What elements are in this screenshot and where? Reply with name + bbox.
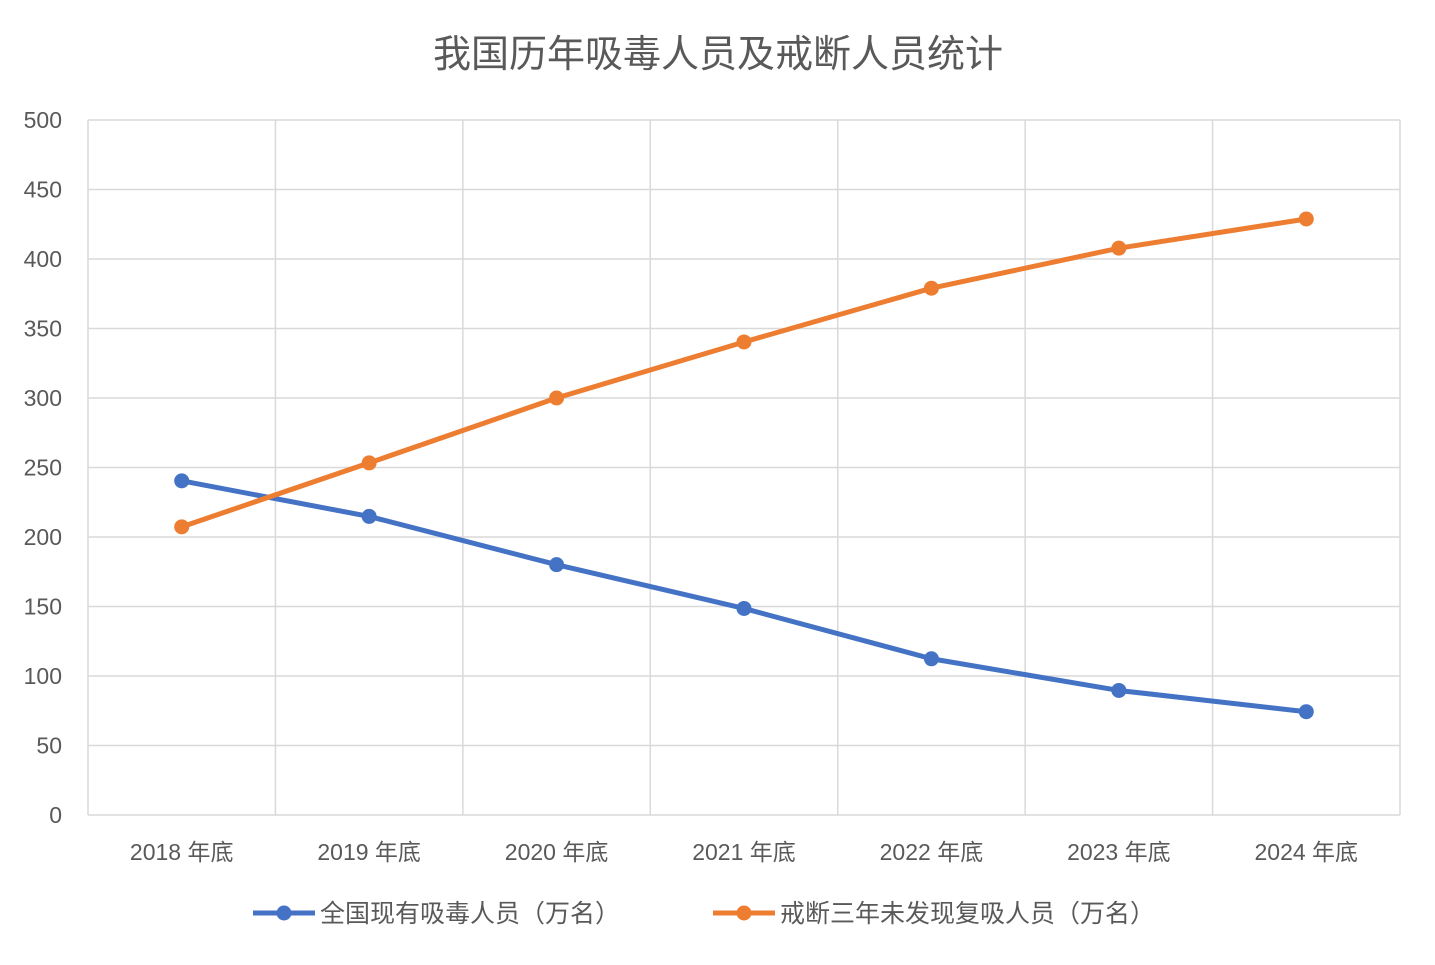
x-tick-label: 2021 年底 [692, 839, 796, 865]
series-lines [174, 211, 1314, 720]
y-tick-label: 100 [24, 663, 62, 689]
x-tick-label: 2020 年底 [505, 839, 609, 865]
data-point [1298, 704, 1314, 720]
x-axis: 2018 年底 2019 年底 2020 年底 2021 年底 2022 年底 2023 … [130, 839, 1358, 865]
y-tick-label: 300 [24, 385, 62, 411]
y-tick-label: 500 [24, 107, 62, 133]
legend: 全国现有吸毒人员（万名） 戒断三年未发现复吸人员（万名） [253, 900, 1155, 928]
data-point [174, 473, 190, 489]
y-tick-label: 150 [24, 594, 62, 620]
data-point [1298, 211, 1314, 227]
y-tick-label: 400 [24, 246, 62, 272]
y-tick-label: 450 [24, 177, 62, 203]
data-point [736, 600, 752, 616]
y-tick-label: 250 [24, 455, 62, 481]
data-point [549, 557, 565, 573]
data-point [1111, 240, 1127, 256]
legend-marker-1 [736, 905, 752, 921]
legend-label-1: 戒断三年未发现复吸人员（万名） [780, 900, 1155, 928]
data-point [736, 334, 752, 350]
data-point [361, 508, 377, 524]
data-point [361, 455, 377, 471]
data-point [923, 651, 939, 667]
data-point [923, 280, 939, 296]
data-point [174, 519, 190, 535]
legend-label-0: 全国现有吸毒人员（万名） [320, 900, 620, 928]
data-point [549, 390, 565, 406]
chart-title: 我国历年吸毒人员及戒断人员统计 [433, 34, 1003, 76]
y-tick-label: 350 [24, 316, 62, 342]
grid [87, 119, 1401, 816]
x-tick-label: 2022 年底 [880, 839, 984, 865]
legend-marker-0 [276, 905, 292, 921]
series-line-1 [180, 216, 1307, 530]
x-tick-label: 2024 年底 [1255, 839, 1359, 865]
data-point [1111, 682, 1127, 698]
x-tick-label: 2018 年底 [130, 839, 234, 865]
y-tick-label: 200 [24, 524, 62, 550]
y-tick-label: 0 [49, 802, 62, 828]
x-tick-label: 2019 年底 [317, 839, 421, 865]
y-tick-label: 50 [36, 733, 62, 759]
y-axis: 0 50 100 150 200 250 300 350 400 450 500 [24, 107, 62, 828]
series-line-0 [181, 478, 1307, 715]
x-tick-label: 2023 年底 [1067, 839, 1171, 865]
